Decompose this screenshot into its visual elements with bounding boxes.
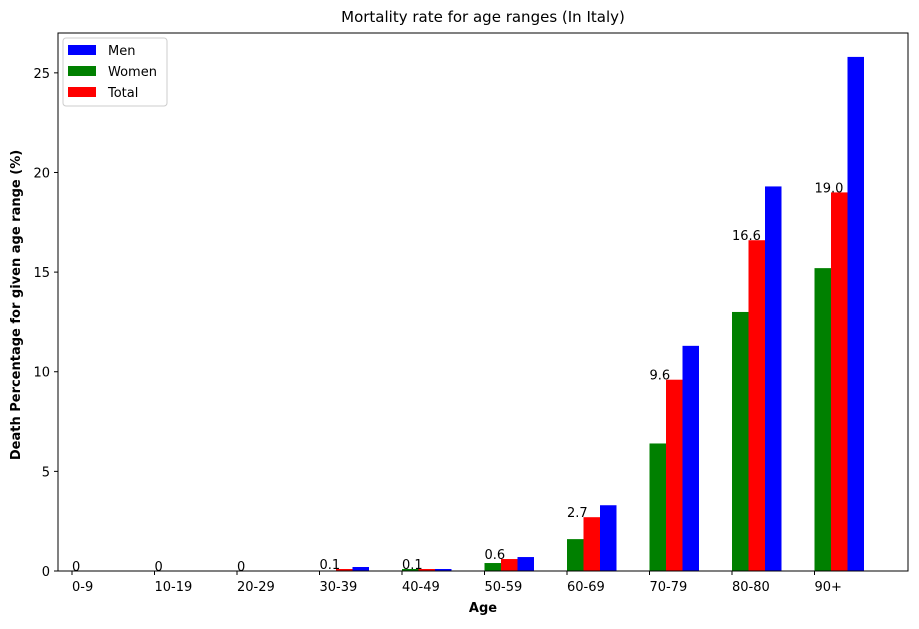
y-tick-label: 15 [33,266,50,281]
bar-total-30-39 [336,569,353,571]
legend-swatch-women [68,66,96,76]
x-axis-title: Age [469,601,497,616]
bar-men-30-39 [352,567,369,571]
bar-total-90+ [831,192,848,571]
bar-women-80-80 [732,311,749,571]
legend-label-women: Women [108,65,157,80]
y-tick-label: 25 [33,67,50,82]
bar-men-90+ [847,56,864,572]
bar-men-50-59 [517,557,534,571]
bar-total-80-80 [748,240,765,572]
legend-swatch-total [68,87,96,97]
bar-total-40-49 [418,569,435,571]
x-tick-label: 80-80 [732,580,770,595]
y-tick-label: 0 [42,565,50,580]
bars-layer [336,56,864,572]
data-label: 0.1 [320,558,341,573]
y-axis-ticks: 0 5 10 15 20 25 [33,67,58,580]
bar-total-60-69 [583,517,600,571]
bar-men-80-80 [765,186,782,571]
plot-area-frame [57,32,909,572]
x-tick-label: 90+ [815,580,842,595]
bar-men-60-69 [600,505,617,571]
data-label: 0 [237,560,245,575]
y-axis-title: Death Percentage for given age range (%) [9,150,24,460]
x-tick-label: 0-9 [72,580,93,595]
bar-women-90+ [814,268,831,571]
bar-women-40-49 [402,569,419,571]
x-tick-label: 10-19 [155,580,193,595]
data-label: 9.6 [650,369,671,384]
data-label: 0.1 [402,558,423,573]
data-label: 0 [72,560,80,575]
data-label: 16.6 [732,229,761,244]
x-tick-label: 50-59 [485,580,523,595]
x-tick-label: 60-69 [567,580,605,595]
bar-total-50-59 [501,559,518,571]
bar-women-70-79 [649,443,666,571]
chart-title: Mortality rate for age ranges (In Italy) [341,8,625,26]
data-label: 0 [155,560,163,575]
data-label: 0.6 [485,548,506,563]
data-label: 2.7 [567,506,588,521]
y-tick-label: 20 [33,166,50,181]
x-tick-label: 20-29 [237,580,275,595]
x-tick-label: 30-39 [320,580,358,595]
bar-total-70-79 [666,379,683,571]
x-tick-label: 70-79 [650,580,688,595]
y-tick-label: 10 [33,366,50,381]
legend-swatch-men [68,45,96,55]
data-label: 19.0 [815,181,844,196]
legend-label-total: Total [107,86,138,101]
bar-women-60-69 [567,539,584,571]
bar-men-70-79 [682,345,699,571]
y-tick-label: 5 [42,465,50,480]
legend-label-men: Men [108,44,135,59]
bar-women-50-59 [484,563,501,571]
data-labels-layer: 0 0 0 0.1 0.1 0.6 2.7 9.6 16.6 19.0 [72,181,843,575]
x-axis-ticks: 0-9 10-19 20-29 30-39 40-49 50-59 60-69 70-79 80… [71,571,842,595]
bar-men-40-49 [435,569,452,571]
legend: Men Women Total [62,37,168,107]
x-tick-label: 40-49 [402,580,440,595]
